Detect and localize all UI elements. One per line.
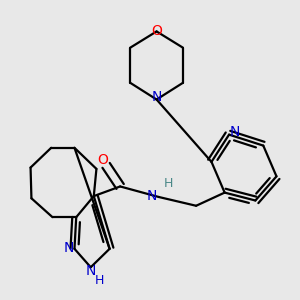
Text: N: N [63, 241, 74, 255]
Text: H: H [164, 177, 173, 190]
Text: N: N [229, 125, 239, 140]
Text: N: N [147, 189, 158, 203]
Text: N: N [85, 264, 96, 278]
Text: H: H [95, 274, 104, 287]
Text: N: N [152, 90, 162, 104]
Text: O: O [97, 153, 108, 167]
Text: O: O [151, 24, 162, 38]
